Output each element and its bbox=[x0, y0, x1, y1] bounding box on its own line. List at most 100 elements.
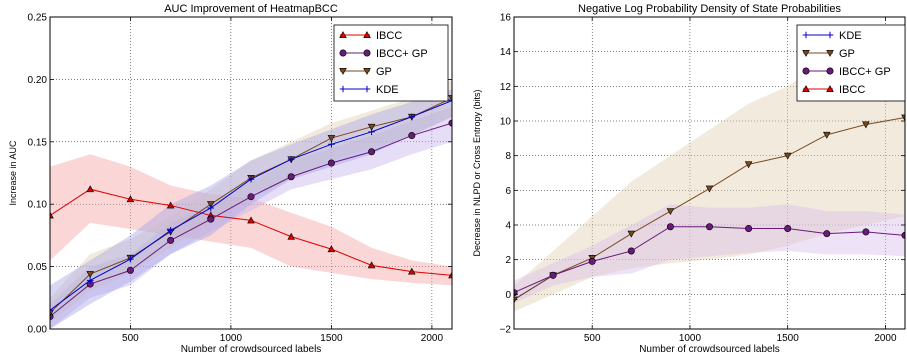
x-tick-label: 1500 bbox=[320, 333, 343, 344]
chart-title: AUC Improvement of HeatmapBCC bbox=[164, 3, 338, 15]
y-tick-label: 6 bbox=[505, 186, 511, 197]
series-layer bbox=[514, 34, 905, 312]
y-tick-label: 4 bbox=[505, 221, 511, 232]
data-point bbox=[50, 211, 54, 219]
data-point bbox=[327, 135, 336, 142]
data-point bbox=[247, 193, 255, 201]
data-point bbox=[327, 245, 336, 253]
data-point bbox=[328, 140, 335, 148]
data-point bbox=[167, 227, 174, 234]
data-point bbox=[666, 223, 674, 231]
data-point bbox=[705, 185, 714, 193]
data-point bbox=[823, 230, 831, 238]
data-point bbox=[50, 306, 54, 314]
y-tick-label: 0.25 bbox=[28, 13, 48, 24]
confidence-band bbox=[514, 34, 905, 312]
y-tick-label: 12 bbox=[500, 82, 512, 93]
data-point bbox=[408, 113, 416, 121]
y-tick-label: −2 bbox=[500, 325, 512, 336]
legend-label: GP bbox=[376, 66, 392, 78]
y-tick-label: 0.15 bbox=[28, 137, 48, 148]
plot-frame bbox=[513, 16, 906, 330]
data-point bbox=[407, 267, 416, 275]
legend-item: IBCC bbox=[339, 30, 402, 42]
data-point bbox=[287, 173, 295, 181]
data-point bbox=[207, 204, 215, 212]
x-tick-label: 1000 bbox=[679, 333, 702, 344]
confidence-band bbox=[50, 106, 452, 329]
y-tick-label: 0.20 bbox=[28, 75, 48, 86]
series-ibcc-gp bbox=[50, 119, 452, 321]
x-tick-label: 2000 bbox=[421, 333, 444, 344]
legend-marker bbox=[802, 31, 810, 39]
data-point bbox=[448, 271, 452, 279]
data-point bbox=[549, 271, 557, 279]
data-point bbox=[247, 216, 255, 224]
legend-item: KDE bbox=[339, 84, 399, 96]
data-point bbox=[448, 97, 452, 104]
data-point bbox=[166, 201, 175, 209]
legend-item: IBCC bbox=[802, 84, 865, 96]
legend-box bbox=[796, 24, 906, 102]
data-point bbox=[783, 152, 792, 160]
legend-marker bbox=[339, 49, 347, 57]
legend-marker bbox=[363, 49, 371, 57]
data-point bbox=[207, 215, 215, 223]
legend-box bbox=[333, 24, 449, 102]
legend-marker bbox=[363, 85, 371, 93]
data-point bbox=[901, 231, 905, 239]
chart-nlpd: 500 1000 1500 2000 −2 0 2 4 6 8 10 12 14 16 Negative L… bbox=[472, 3, 906, 355]
legend-label: GP bbox=[839, 48, 855, 60]
legend-item: IBCC+ GP bbox=[339, 48, 428, 60]
series-kde bbox=[50, 97, 452, 314]
legend-item: GP bbox=[802, 48, 855, 60]
chart-auc-improvement: 500 1000 1500 2000 0.00 0.05 0.10 0.15 0.20 0.25 A… bbox=[8, 3, 453, 355]
legend-marker bbox=[826, 67, 834, 75]
data-point bbox=[588, 257, 596, 265]
x-axis-label: Number of crowdsourced labels bbox=[639, 344, 780, 355]
data-point bbox=[862, 121, 870, 129]
legend-label: KDE bbox=[839, 30, 862, 42]
data-point bbox=[367, 261, 376, 269]
legend-item: GP bbox=[339, 66, 392, 78]
data-point bbox=[745, 224, 753, 232]
data-point bbox=[167, 236, 175, 244]
data-point bbox=[901, 114, 905, 122]
y-axis-label: Increase in AUC bbox=[8, 140, 18, 206]
data-point bbox=[448, 95, 452, 103]
legend-marker bbox=[339, 85, 347, 93]
data-point bbox=[368, 148, 376, 156]
data-point bbox=[86, 185, 95, 193]
data-point bbox=[822, 131, 831, 139]
legend-marker bbox=[826, 50, 834, 57]
legend-marker bbox=[802, 85, 810, 92]
x-tick-label: 500 bbox=[122, 333, 139, 344]
legend-item: KDE bbox=[802, 30, 862, 42]
legend: KDE GP IBCC+ GP IBCC bbox=[796, 24, 906, 102]
data-point bbox=[50, 309, 54, 317]
legend-marker bbox=[339, 68, 347, 75]
data-point bbox=[408, 132, 416, 140]
legend-label: IBCC bbox=[839, 84, 865, 96]
data-point bbox=[666, 208, 675, 216]
data-point bbox=[514, 296, 518, 304]
data-point bbox=[627, 247, 635, 255]
confidence-band bbox=[50, 89, 452, 329]
y-tick-label: 2 bbox=[505, 255, 511, 266]
data-point bbox=[126, 195, 135, 203]
legend-item: IBCC+ GP bbox=[802, 66, 891, 78]
chart-title: Negative Log Probability Density of Stat… bbox=[578, 3, 841, 15]
x-tick-label: 2000 bbox=[874, 333, 897, 344]
data-point bbox=[86, 277, 94, 284]
data-point bbox=[287, 155, 295, 163]
legend: IBCC IBCC+ GP GP KDE bbox=[333, 24, 449, 102]
y-axis-label: Decrease in NLPD or Cross Entropy (bits) bbox=[472, 89, 482, 256]
data-point bbox=[514, 296, 518, 303]
legend-marker bbox=[363, 68, 371, 75]
data-point bbox=[862, 228, 870, 236]
legend-label: IBCC bbox=[376, 30, 402, 42]
legend-marker bbox=[802, 67, 810, 75]
data-point bbox=[368, 128, 375, 136]
confidence-band bbox=[50, 79, 452, 323]
